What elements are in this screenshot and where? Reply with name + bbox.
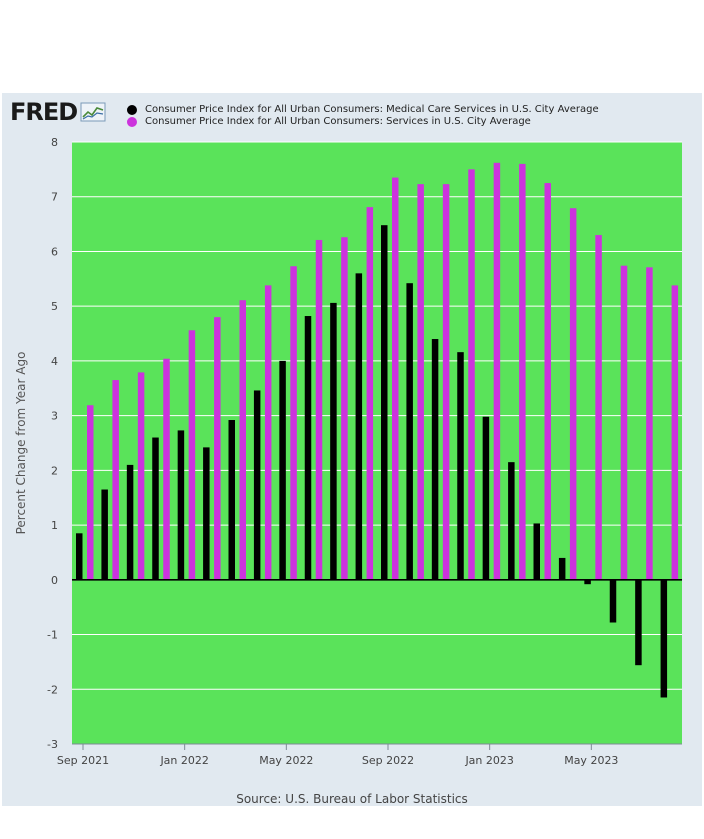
bar-medical-care[interactable] — [381, 225, 388, 580]
bar-services[interactable] — [595, 235, 602, 580]
bar-medical-care[interactable] — [660, 579, 668, 698]
bar-services[interactable] — [620, 265, 628, 580]
x-tick-label: Sep 2021 — [57, 754, 109, 767]
y-tick-label: 8 — [51, 136, 58, 149]
bar-services[interactable] — [341, 237, 348, 580]
bar-services[interactable] — [671, 285, 679, 580]
y-tick-label: 1 — [51, 519, 58, 532]
bar-services[interactable] — [264, 285, 272, 580]
y-tick-label: -1 — [47, 629, 58, 642]
y-tick-label: 2 — [51, 464, 58, 477]
bar-services[interactable] — [366, 207, 374, 580]
bar-medical-care[interactable] — [126, 464, 134, 580]
chart-panel: FRED Consumer Price Index for All Urban … — [2, 93, 702, 806]
fred-logo[interactable]: FRED — [10, 98, 106, 126]
y-tick-label: 6 — [51, 245, 58, 258]
bar-medical-care[interactable] — [304, 316, 312, 580]
bar-services[interactable] — [569, 208, 577, 580]
y-tick-label: 5 — [51, 300, 58, 313]
bar-services[interactable] — [519, 163, 526, 580]
y-axis-title: Percent Change from Year Ago — [14, 352, 28, 535]
bar-medical-care[interactable] — [330, 302, 337, 580]
y-tick-label: 7 — [51, 191, 58, 204]
bar-services[interactable] — [137, 372, 145, 580]
bar-services[interactable] — [112, 380, 119, 580]
x-tick-label: May 2023 — [564, 754, 618, 767]
legend-swatch-medical-care — [127, 105, 137, 115]
bar-medical-care[interactable] — [228, 420, 236, 580]
y-tick-label: -2 — [47, 683, 58, 696]
line-chart-icon — [80, 102, 106, 122]
bar-services[interactable] — [544, 183, 552, 580]
bar-services[interactable] — [468, 169, 475, 580]
x-tick-label: Jan 2023 — [464, 754, 513, 767]
bar-medical-care[interactable] — [279, 360, 286, 580]
legend-swatch-services — [127, 117, 137, 127]
bar-services[interactable] — [417, 184, 424, 580]
bar-services[interactable] — [646, 267, 653, 580]
y-tick-label: 3 — [51, 410, 58, 423]
bar-services[interactable] — [188, 330, 196, 580]
y-tick-label: -3 — [47, 738, 58, 751]
fred-logo-text: FRED — [10, 98, 78, 126]
legend-item-services[interactable]: Consumer Price Index for All Urban Consu… — [127, 116, 599, 128]
bar-medical-care[interactable] — [406, 283, 413, 580]
x-tick-label: Sep 2022 — [362, 754, 414, 767]
bar-medical-care[interactable] — [558, 557, 566, 580]
plot-area — [72, 142, 682, 744]
bar-medical-care[interactable] — [355, 273, 363, 580]
bar-medical-care[interactable] — [101, 489, 108, 580]
bar-medical-care[interactable] — [635, 579, 642, 666]
source-note: Source: U.S. Bureau of Labor Statistics — [236, 792, 468, 806]
bar-medical-care[interactable] — [508, 462, 515, 580]
y-tick-label: 4 — [51, 355, 58, 368]
legend-label-services: Consumer Price Index for All Urban Consu… — [145, 116, 531, 127]
bar-services[interactable] — [239, 300, 247, 580]
bar-medical-care[interactable] — [253, 390, 261, 580]
bar-medical-care[interactable] — [457, 352, 464, 580]
bar-services[interactable] — [214, 317, 221, 580]
bar-services[interactable] — [87, 405, 94, 580]
bar-services[interactable] — [290, 266, 297, 580]
bar-medical-care[interactable] — [431, 339, 439, 580]
bar-services[interactable] — [392, 177, 399, 580]
bar-services[interactable] — [163, 358, 170, 580]
bar-medical-care[interactable] — [533, 523, 541, 580]
bar-services[interactable] — [315, 239, 323, 580]
bar-medical-care[interactable] — [203, 447, 210, 580]
bar-medical-care[interactable] — [177, 430, 185, 580]
x-tick-label: Jan 2022 — [159, 754, 208, 767]
legend-item-medical-care[interactable]: Consumer Price Index for All Urban Consu… — [127, 104, 599, 116]
bar-medical-care[interactable] — [482, 416, 490, 580]
y-tick-label: 0 — [51, 574, 58, 587]
bar-services[interactable] — [493, 162, 501, 580]
bar-medical-care[interactable] — [152, 437, 159, 580]
bar-medical-care[interactable] — [584, 579, 591, 585]
bar-medical-care[interactable] — [609, 579, 617, 623]
bar-medical-care[interactable] — [76, 533, 83, 580]
legend-label-medical-care: Consumer Price Index for All Urban Consu… — [145, 104, 599, 115]
x-tick-label: May 2022 — [259, 754, 313, 767]
bar-services[interactable] — [442, 184, 450, 580]
chart-legend: Consumer Price Index for All Urban Consu… — [127, 104, 599, 128]
bar-chart: -3 -2 -1 0 1 2 3 4 5 6 7 8 Sep 2021 Jan 2022 May 2022 S… — [14, 136, 682, 767]
